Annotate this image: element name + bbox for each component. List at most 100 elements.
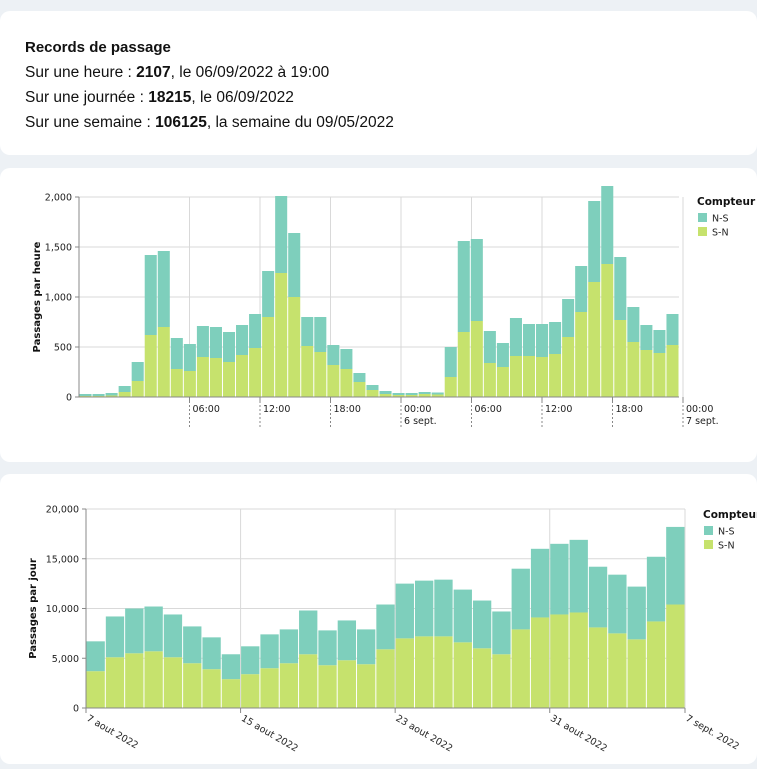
bar-n-s xyxy=(509,318,522,356)
bar-n-s xyxy=(453,589,472,643)
bar-n-s xyxy=(614,257,627,320)
legend-title: Compteur xyxy=(703,509,757,521)
bar-n-s xyxy=(418,392,431,394)
bar-s-n xyxy=(157,327,170,397)
bar-s-n xyxy=(125,653,144,708)
bar-n-s xyxy=(275,196,288,273)
bar-s-n xyxy=(353,382,366,397)
x-tick-sublabel: 6 sept. xyxy=(404,416,437,427)
record-week-prefix: Sur une semaine : xyxy=(25,114,156,131)
bar-s-n xyxy=(575,312,588,397)
bar-s-n xyxy=(601,264,614,397)
bar-s-n xyxy=(530,617,550,708)
bar-n-s xyxy=(92,394,105,396)
bar-n-s xyxy=(536,324,549,357)
bar-s-n xyxy=(653,353,666,397)
bar-s-n xyxy=(279,663,299,708)
bar-n-s xyxy=(588,201,601,282)
bar-n-s xyxy=(414,580,434,637)
bar-s-n xyxy=(327,365,340,397)
bar-s-n xyxy=(562,337,575,397)
y-tick-label: 2,000 xyxy=(45,193,72,204)
bar-s-n xyxy=(249,348,262,397)
bar-n-s xyxy=(79,394,92,396)
bar-n-s xyxy=(340,349,353,369)
x-tick-label: 00:00 xyxy=(686,404,713,415)
bar-n-s xyxy=(301,317,314,346)
bar-s-n xyxy=(470,321,483,397)
y-tick-label: 15,000 xyxy=(46,554,79,565)
bar-s-n xyxy=(434,636,453,708)
bar-s-n xyxy=(86,671,105,708)
bar-s-n xyxy=(379,394,392,397)
bar-s-n xyxy=(222,362,236,397)
bar-n-s xyxy=(434,579,453,637)
bar-n-s xyxy=(530,548,550,618)
legend-label-s-n: S-N xyxy=(718,541,735,552)
bar-n-s xyxy=(511,568,530,630)
bar-n-s xyxy=(157,251,170,327)
bar-n-s xyxy=(105,616,125,658)
bar-s-n xyxy=(170,369,183,397)
bar-n-s xyxy=(222,332,236,362)
bar-n-s xyxy=(608,574,627,634)
bar-s-n xyxy=(221,679,241,708)
bar-n-s xyxy=(366,385,379,390)
bar-n-s xyxy=(183,626,202,664)
bar-s-n xyxy=(260,668,279,708)
bar-s-n xyxy=(241,674,260,708)
bar-s-n xyxy=(236,355,249,397)
x-tick-label: 18:00 xyxy=(616,404,643,415)
y-axis-title: Passages par jour xyxy=(28,558,39,659)
record-week-value: 106125 xyxy=(155,114,207,131)
bar-n-s xyxy=(550,543,569,615)
bar-s-n xyxy=(357,664,376,708)
bar-n-s xyxy=(357,629,376,665)
bar-n-s xyxy=(457,241,470,332)
record-hour-value: 2107 xyxy=(136,64,171,81)
bar-s-n xyxy=(640,350,653,397)
bar-n-s xyxy=(522,324,536,356)
bar-n-s xyxy=(588,566,608,628)
bar-s-n xyxy=(511,629,530,708)
bar-s-n xyxy=(337,660,357,708)
x-tick-label: 12:00 xyxy=(545,404,572,415)
bar-n-s xyxy=(170,338,183,369)
bar-s-n xyxy=(301,346,314,397)
bar-n-s xyxy=(376,604,395,650)
record-day: Sur une journée : 18215, le 06/09/2022 xyxy=(25,89,757,107)
bar-n-s xyxy=(209,327,222,358)
records-card: Records de passage Sur une heure : 2107,… xyxy=(0,11,757,155)
bar-n-s xyxy=(492,611,511,655)
bar-s-n xyxy=(588,627,608,708)
x-tick-label: 31 aout 2022 xyxy=(548,713,609,754)
bar-n-s xyxy=(196,326,209,357)
records-title: Records de passage xyxy=(25,39,171,56)
bar-s-n xyxy=(627,342,640,397)
bar-n-s xyxy=(131,362,144,381)
bar-s-n xyxy=(366,390,379,397)
bar-n-s xyxy=(562,299,575,337)
bar-n-s xyxy=(260,634,279,669)
bar-n-s xyxy=(163,614,183,658)
daily-chart[interactable]: 0 5,000 10,000 15,000 20,000 7 aout 2022 15 ao… xyxy=(0,474,757,764)
bar-n-s xyxy=(279,629,299,664)
legend-title: Compteur xyxy=(697,196,756,208)
bar-s-n xyxy=(646,621,666,708)
bar-n-s xyxy=(327,345,340,365)
y-axis-title: Passages par heure xyxy=(32,241,43,352)
legend-label-n-s: N-S xyxy=(712,214,729,225)
y-tick-label: 20,000 xyxy=(46,505,79,516)
record-day-value: 18215 xyxy=(148,89,192,106)
bar-s-n xyxy=(376,649,395,708)
y-tick-label: 500 xyxy=(54,343,72,354)
bar-n-s xyxy=(379,391,392,394)
bar-s-n xyxy=(496,367,509,397)
x-tick-label: 7 aout 2022 xyxy=(85,713,140,751)
bar-s-n xyxy=(202,669,221,708)
bar-s-n xyxy=(118,392,131,397)
x-tick-label: 7 sept. 2022 xyxy=(684,713,741,752)
bar-s-n xyxy=(275,273,288,397)
bar-n-s xyxy=(431,392,444,395)
